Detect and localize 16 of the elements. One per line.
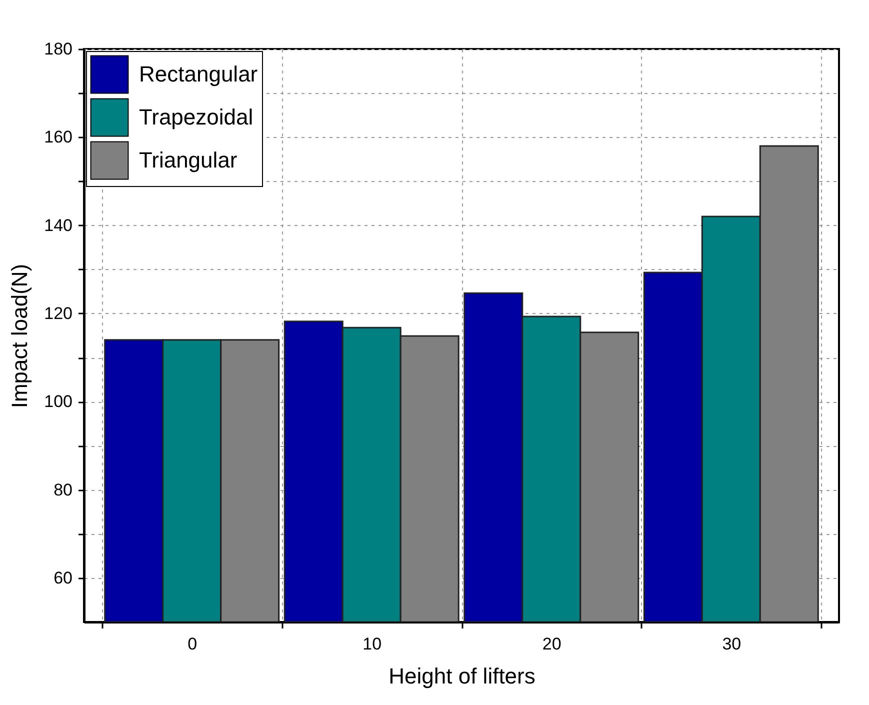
y-tick-label: 100 (44, 392, 72, 412)
y-tick-label: 180 (44, 40, 72, 58)
legend-label: Trapezoidal (139, 104, 254, 130)
x-axis-title: Height of lifters (388, 664, 536, 688)
y-tick-label: 120 (44, 304, 72, 323)
legend-label: Rectangular (139, 62, 258, 86)
x-tick-label: 20 (542, 634, 562, 654)
y-tick-label: 80 (54, 480, 72, 500)
x-tick-label: 30 (722, 634, 742, 654)
legend-label: Triangular (139, 148, 238, 172)
y-axis-title: Impact load(N) (7, 264, 32, 408)
y-tick-label: 140 (44, 216, 72, 235)
x-tick-label: 10 (362, 634, 382, 654)
y-tick-label: 60 (54, 568, 72, 588)
x-tick-label: 0 (188, 634, 198, 654)
y-tick-label: 160 (44, 128, 72, 147)
